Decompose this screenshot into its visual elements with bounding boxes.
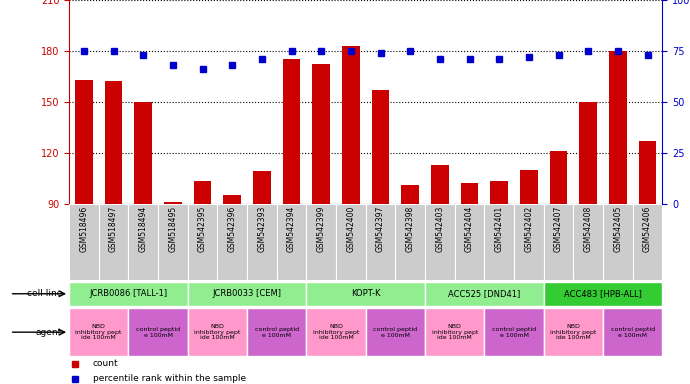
Text: KOPT-K: KOPT-K [351,289,380,298]
Text: agent: agent [36,328,62,337]
Bar [247,204,277,280]
Bar [128,308,188,356]
Text: control peptid
e 100mM: control peptid e 100mM [136,327,180,338]
Bar [188,282,306,306]
Text: GSM542393: GSM542393 [257,206,266,252]
Text: GSM518497: GSM518497 [109,206,118,252]
Text: GSM542405: GSM542405 [613,206,622,252]
Bar [224,195,241,204]
Text: GSM518496: GSM518496 [79,206,88,252]
Text: control peptid
e 100mM: control peptid e 100mM [255,327,299,338]
Bar [253,171,270,204]
Text: GSM542406: GSM542406 [643,206,652,252]
Text: GSM542408: GSM542408 [584,206,593,252]
Bar [217,204,247,280]
Text: NBD
inhibitory pept
ide 100mM: NBD inhibitory pept ide 100mM [431,324,478,341]
Bar [336,204,366,280]
Bar [573,204,603,280]
Text: JCRB0086 [TALL-1]: JCRB0086 [TALL-1] [89,289,168,298]
Text: percentile rank within the sample: percentile rank within the sample [92,374,246,383]
Bar [164,202,181,204]
Text: GSM542398: GSM542398 [406,206,415,252]
Bar [188,204,217,280]
Bar [520,170,538,204]
Text: count: count [92,359,119,368]
Text: control peptid
e 100mM: control peptid e 100mM [492,327,536,338]
Text: NBD
inhibitory pept
ide 100mM: NBD inhibitory pept ide 100mM [313,324,359,341]
Bar [306,282,425,306]
Bar [544,308,603,356]
Bar [366,308,425,356]
Text: GSM542404: GSM542404 [465,206,474,252]
Text: GSM542399: GSM542399 [317,206,326,252]
Bar [461,183,478,204]
Text: GSM518494: GSM518494 [139,206,148,252]
Bar [283,60,300,204]
Bar [425,308,484,356]
Bar [395,204,425,280]
Bar [603,204,633,280]
Bar [366,204,395,280]
Bar [550,151,567,204]
Text: GSM542395: GSM542395 [198,206,207,252]
Bar [194,182,211,204]
Bar [306,308,366,356]
Bar [580,102,597,204]
Bar [99,204,128,280]
Bar [484,308,544,356]
Bar [514,204,544,280]
Text: GSM542400: GSM542400 [346,206,355,252]
Bar [609,51,627,204]
Bar [342,46,359,204]
Bar [431,164,448,204]
Bar [75,80,92,204]
Bar [484,204,514,280]
Bar [247,308,306,356]
Bar [105,81,122,204]
Bar [425,204,455,280]
Bar [544,204,573,280]
Bar [491,182,508,204]
Bar [455,204,484,280]
Text: GSM542396: GSM542396 [228,206,237,252]
Text: GSM518495: GSM518495 [168,206,177,252]
Text: control peptid
e 100mM: control peptid e 100mM [611,327,655,338]
Text: NBD
inhibitory pept
ide 100mM: NBD inhibitory pept ide 100mM [75,324,122,341]
Bar [603,308,662,356]
Text: GSM542402: GSM542402 [524,206,533,252]
Bar [402,185,419,204]
Bar [128,204,158,280]
Text: GSM542403: GSM542403 [435,206,444,252]
Bar [544,282,662,306]
Text: ACC483 [HPB-ALL]: ACC483 [HPB-ALL] [564,289,642,298]
Text: GSM542401: GSM542401 [495,206,504,252]
Bar [69,204,99,280]
Bar [313,65,330,204]
Bar [188,308,247,356]
Text: GSM542407: GSM542407 [554,206,563,252]
Bar [158,204,188,280]
Bar [277,204,306,280]
Text: control peptid
e 100mM: control peptid e 100mM [373,327,417,338]
Text: GSM542397: GSM542397 [376,206,385,252]
Text: ACC525 [DND41]: ACC525 [DND41] [448,289,520,298]
Bar [633,204,662,280]
Text: cell line: cell line [27,289,62,298]
Bar [372,90,389,204]
Bar [69,282,188,306]
Bar [69,308,128,356]
Bar [135,102,152,204]
Text: GSM542394: GSM542394 [287,206,296,252]
Text: JCRB0033 [CEM]: JCRB0033 [CEM] [213,289,282,298]
Text: NBD
inhibitory pept
ide 100mM: NBD inhibitory pept ide 100mM [194,324,241,341]
Bar [306,204,336,280]
Text: NBD
inhibitory pept
ide 100mM: NBD inhibitory pept ide 100mM [550,324,597,341]
Bar [425,282,544,306]
Bar [639,141,656,204]
